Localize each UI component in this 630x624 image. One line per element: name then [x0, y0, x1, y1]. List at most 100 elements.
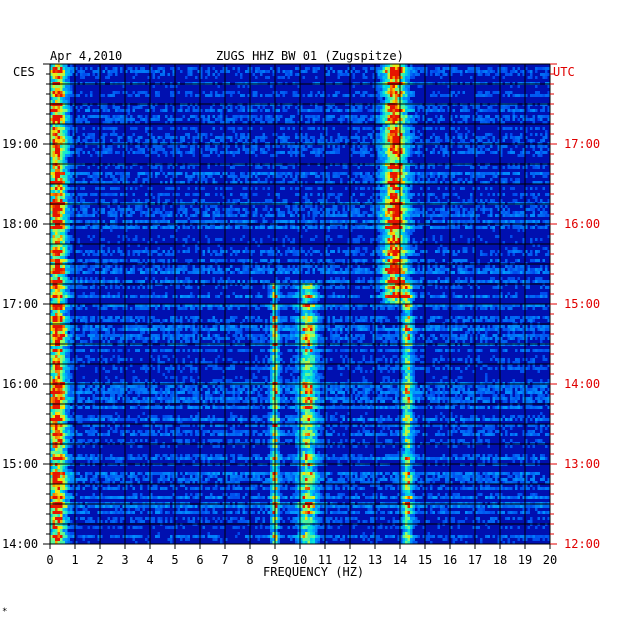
spectrogram-cell: [237, 199, 240, 202]
spectrogram-cell: [162, 67, 165, 70]
spectrogram-cell: [115, 187, 118, 190]
spectrogram-cell: [375, 208, 378, 211]
spectrogram-cell: [450, 175, 453, 178]
spectrogram-cell: [392, 166, 395, 169]
spectrogram-cell: [57, 124, 60, 127]
spectrogram-cell: [542, 73, 545, 76]
spectrogram-cell: [142, 211, 145, 214]
spectrogram-cell: [247, 220, 250, 223]
spectrogram-cell: [50, 166, 53, 169]
spectrogram-cell: [357, 166, 360, 169]
spectrogram-cell: [267, 166, 270, 169]
spectrogram-cell: [382, 94, 385, 97]
spectrogram-cell: [367, 94, 370, 97]
spectrogram-cell: [175, 118, 178, 121]
spectrogram-cell: [320, 94, 323, 97]
spectrogram-cell: [65, 145, 68, 148]
spectrogram-cell: [460, 205, 463, 208]
spectrogram-cell: [320, 220, 323, 223]
spectrogram-cell: [70, 127, 73, 130]
spectrogram-cell: [447, 181, 450, 184]
spectrogram-cell: [480, 148, 483, 151]
spectrogram-cell: [222, 121, 225, 124]
spectrogram-cell: [57, 226, 60, 229]
spectrogram-cell: [212, 220, 215, 223]
spectrogram-cell: [350, 208, 353, 211]
spectrogram-cell: [127, 220, 130, 223]
spectrogram-cell: [282, 220, 285, 223]
spectrogram-cell: [75, 121, 78, 124]
spectrogram-cell: [367, 127, 370, 130]
spectrogram-cell: [540, 139, 543, 142]
spectrogram-cell: [177, 109, 180, 112]
spectrogram-cell: [510, 91, 513, 94]
spectrogram-cell: [305, 67, 308, 70]
spectrogram-cell: [125, 175, 128, 178]
spectrogram-cell: [190, 178, 193, 181]
spectrogram-cell: [120, 226, 123, 229]
spectrogram-cell: [222, 94, 225, 97]
spectrogram-cell: [402, 157, 405, 160]
spectrogram-cell: [380, 133, 383, 136]
spectrogram-cell: [405, 127, 408, 130]
spectrogram-cell: [195, 136, 198, 139]
spectrogram-cell: [265, 76, 268, 79]
spectrogram-cell: [215, 70, 218, 73]
spectrogram-cell: [135, 70, 138, 73]
spectrogram-cell: [362, 181, 365, 184]
spectrogram-cell: [310, 94, 313, 97]
spectrogram-cell: [342, 115, 345, 118]
spectrogram-cell: [392, 190, 395, 193]
spectrogram-cell: [107, 76, 110, 79]
spectrogram-cell: [297, 85, 300, 88]
spectrogram-cell: [67, 220, 70, 223]
spectrogram-cell: [377, 121, 380, 124]
spectrogram-cell: [295, 205, 298, 208]
spectrogram-cell: [62, 175, 65, 178]
spectrogram-cell: [480, 145, 483, 148]
spectrogram-cell: [67, 67, 70, 70]
spectrogram-cell: [70, 109, 73, 112]
spectrogram-cell: [102, 109, 105, 112]
spectrogram-cell: [62, 127, 65, 130]
spectrogram-cell: [457, 178, 460, 181]
spectrogram-cell: [545, 172, 548, 175]
spectrogram-cell: [387, 106, 390, 109]
spectrogram-cell: [392, 133, 395, 136]
spectrogram-cell: [372, 205, 375, 208]
spectrogram-cell: [240, 73, 243, 76]
spectrogram-cell: [472, 187, 475, 190]
spectrogram-cell: [385, 226, 388, 229]
spectrogram-cell: [212, 178, 215, 181]
spectrogram-cell: [380, 172, 383, 175]
spectrogram-cell: [127, 205, 130, 208]
spectrogram-cell: [185, 175, 188, 178]
spectrogram-cell: [235, 115, 238, 118]
spectrogram-cell: [110, 121, 113, 124]
spectrogram-cell: [215, 220, 218, 223]
spectrogram-cell: [162, 109, 165, 112]
spectrogram-cell: [287, 211, 290, 214]
spectrogram-cell: [230, 151, 233, 154]
spectrogram-cell: [477, 145, 480, 148]
spectrogram-cell: [327, 196, 330, 199]
spectrogram-cell: [505, 211, 508, 214]
spectrogram-cell: [420, 166, 423, 169]
spectrogram-cell: [395, 151, 398, 154]
spectrogram-cell: [472, 151, 475, 154]
spectrogram-cell: [307, 121, 310, 124]
spectrogram-cell: [167, 133, 170, 136]
spectrogram-cell: [295, 91, 298, 94]
spectrogram-cell: [242, 133, 245, 136]
spectrogram-cell: [245, 115, 248, 118]
spectrogram-cell: [285, 172, 288, 175]
spectrogram-cell: [395, 214, 398, 217]
spectrogram-cell: [380, 94, 383, 97]
spectrogram-cell: [215, 94, 218, 97]
spectrogram-cell: [395, 175, 398, 178]
spectrogram-cell: [392, 121, 395, 124]
spectrogram-cell: [162, 226, 165, 229]
spectrogram-cell: [377, 208, 380, 211]
spectrogram-cell: [532, 205, 535, 208]
spectrogram-cell: [292, 145, 295, 148]
